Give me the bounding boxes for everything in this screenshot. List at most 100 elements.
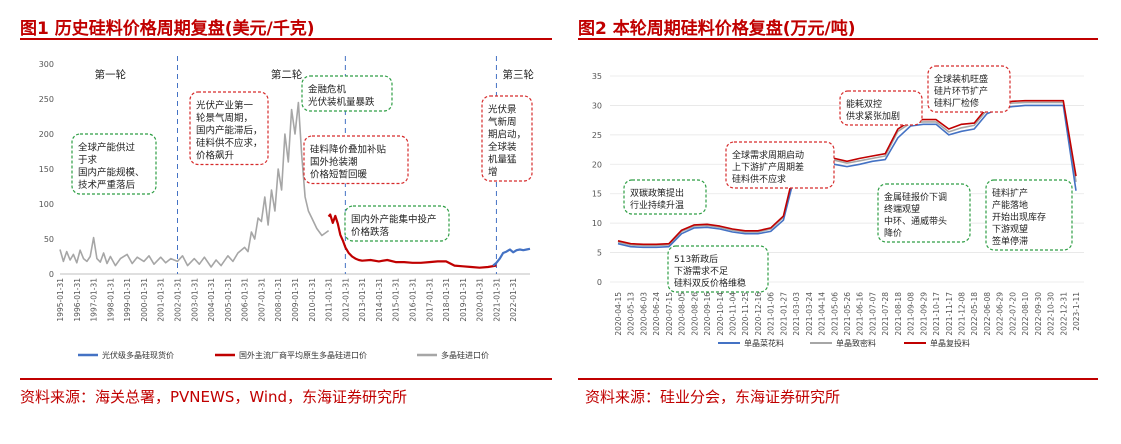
fig1-note-round2-line: 光伏产业第一	[196, 100, 254, 112]
fig1-x-tick: 2011-01-31	[325, 278, 334, 322]
fig2-y-tick: 20	[592, 160, 602, 169]
fig1-note-domestic-box	[344, 205, 450, 242]
fig1-note-domestic-line: 价格跌落	[351, 226, 390, 238]
fig2-x-tick: 2020-05-13	[627, 292, 636, 336]
fig2-x-tick: 2022-12-31	[1059, 292, 1068, 336]
fig1-x-tick: 1996-01-31	[73, 278, 82, 322]
fig2-x-tick: 2021-10-17	[932, 292, 941, 336]
fig1-series-line	[59, 101, 330, 268]
fig2-note-energy-box	[839, 90, 923, 126]
fig2-note-expand-line: 开始出现库存	[992, 211, 1046, 223]
fig2-note-expand-box	[985, 179, 1073, 251]
fig1-note-round3-line: 机量猛	[488, 154, 517, 166]
fig2-note-metal-box	[877, 183, 971, 243]
fig2-note-metal-line: 中环、通威带头	[884, 215, 947, 227]
fig1-x-tick: 2022-01-31	[509, 278, 518, 322]
fig2-legend-label: 单晶致密料	[836, 338, 876, 348]
fig1-round-label: 第二轮	[271, 68, 303, 81]
fig1-x-tick: 2013-01-31	[358, 278, 367, 322]
fig1-x-tick: 2000-01-31	[140, 278, 149, 322]
fig1-x-tick: 2010-01-31	[308, 278, 317, 322]
fig2-x-tick: 2022-08-10	[1021, 292, 1030, 336]
fig1-series-line	[327, 213, 497, 269]
fig2-x-tick: 2020-08-26	[690, 292, 699, 336]
fig1-note-round2-line: 国内产能滞后，	[196, 125, 263, 137]
fig1-note-subsidy-box	[303, 135, 409, 185]
fig2-y-tick: 15	[592, 190, 602, 199]
fig2-x-tick: 2022-09-30	[1034, 292, 1043, 336]
fig2-legend-label: 单晶复投料	[930, 338, 970, 348]
fig1-legend-label: 光伏级多晶硅现货价	[102, 350, 174, 360]
fig1-x-tick: 2007-01-31	[257, 278, 266, 322]
fig1-note-round1-line: 于求	[78, 154, 98, 166]
fig1-legend-label: 国外主流厂商平均原生多晶硅进口价	[239, 350, 367, 360]
fig2-note-513-line: 513新政后	[674, 253, 718, 265]
fig2-x-tick: 2021-12-08	[958, 292, 967, 336]
fig2-note-metal-line: 降价	[884, 227, 902, 239]
fig2-x-tick: 2020-08-05	[678, 292, 687, 336]
fig1-note-crisis-line: 金融危机	[308, 84, 347, 96]
fig2-x-tick: 2022-06-08	[983, 292, 992, 336]
fig2-x-tick: 2022-10-30	[1047, 292, 1056, 336]
fig1-y-tick: 0	[49, 270, 54, 279]
fig2-x-tick: 2021-06-16	[856, 292, 865, 336]
fig2-x-tick: 2020-06-24	[652, 292, 661, 336]
fig1-x-tick: 2015-01-31	[392, 278, 401, 322]
fig2-x-tick: 2021-07-07	[868, 292, 877, 336]
fig2-source: 资料来源：硅业分会，东海证券研究所	[585, 388, 841, 406]
fig1-note-round1-line: 全球产能供过	[78, 142, 136, 154]
fig2-title-rule	[578, 38, 1098, 40]
fig2-x-tick: 2021-01-06	[767, 292, 776, 336]
fig1-note-round1-line: 国内产能规模、	[78, 167, 145, 179]
fig1-x-tick: 2009-01-31	[291, 278, 300, 322]
fig2-note-demand-box	[725, 141, 835, 189]
fig2-note-513-box	[667, 245, 769, 293]
fig1-x-tick: 1997-01-31	[90, 278, 99, 322]
fig2-note-carbon-line: 双碳政策提出	[630, 187, 684, 199]
fig2-y-tick: 5	[597, 249, 602, 258]
fig1-note-crisis-line: 光伏装机量暴跌	[308, 96, 375, 108]
fig2-note-metal-line: 金属硅报价下调	[884, 191, 947, 203]
fig2-x-tick: 2021-01-27	[779, 292, 788, 336]
fig1-x-tick: 2014-01-31	[375, 278, 384, 322]
fig1-x-tick: 2020-01-31	[476, 278, 485, 322]
fig2-x-tick: 2021-03-24	[805, 292, 814, 336]
fig2-x-tick: 2020-06-03	[639, 292, 648, 336]
fig1-note-round1-box	[71, 133, 157, 195]
fig2-x-tick: 2021-03-03	[792, 292, 801, 336]
fig1-note-round2-line: 价格飙升	[196, 150, 235, 162]
fig1-note-subsidy-line: 国外抢装潮	[310, 156, 358, 168]
fig1-y-tick: 200	[39, 130, 54, 139]
fig2-x-tick: 2021-09-29	[919, 292, 928, 336]
fig1-x-tick: 2005-01-31	[224, 278, 233, 322]
fig1-x-tick: 1998-01-31	[106, 278, 115, 322]
fig2-x-tick: 2021-09-08	[907, 292, 916, 336]
fig1-note-round3-line: 光伏景	[488, 104, 517, 116]
fig1-note-subsidy-line: 硅料降价叠加补贴	[310, 144, 387, 156]
fig2-note-expand-line: 签单停滞	[992, 235, 1028, 247]
fig2-y-tick: 25	[592, 131, 602, 140]
fig1-note-round3-box	[481, 95, 533, 182]
fig1-x-tick: 2021-01-31	[492, 278, 501, 322]
fig1-title-rule	[20, 38, 552, 40]
fig2-note-carbon-line: 行业持续升温	[630, 199, 684, 211]
fig1-y-tick: 300	[39, 60, 54, 69]
fig1-y-tick: 250	[39, 95, 54, 104]
fig2-x-tick: 2020-12-16	[754, 292, 763, 336]
fig2-x-tick: 2020-11-04	[729, 292, 738, 336]
fig2-note-513-line: 下游需求不足	[674, 265, 728, 277]
fig2-x-tick: 2020-10-14	[716, 292, 725, 336]
fig2-note-expand-line: 产能落地	[992, 199, 1028, 211]
fig2-x-tick: 2021-05-26	[843, 292, 852, 336]
fig2-title: 图2 本轮周期硅料价格复盘(万元/吨)	[578, 19, 856, 39]
